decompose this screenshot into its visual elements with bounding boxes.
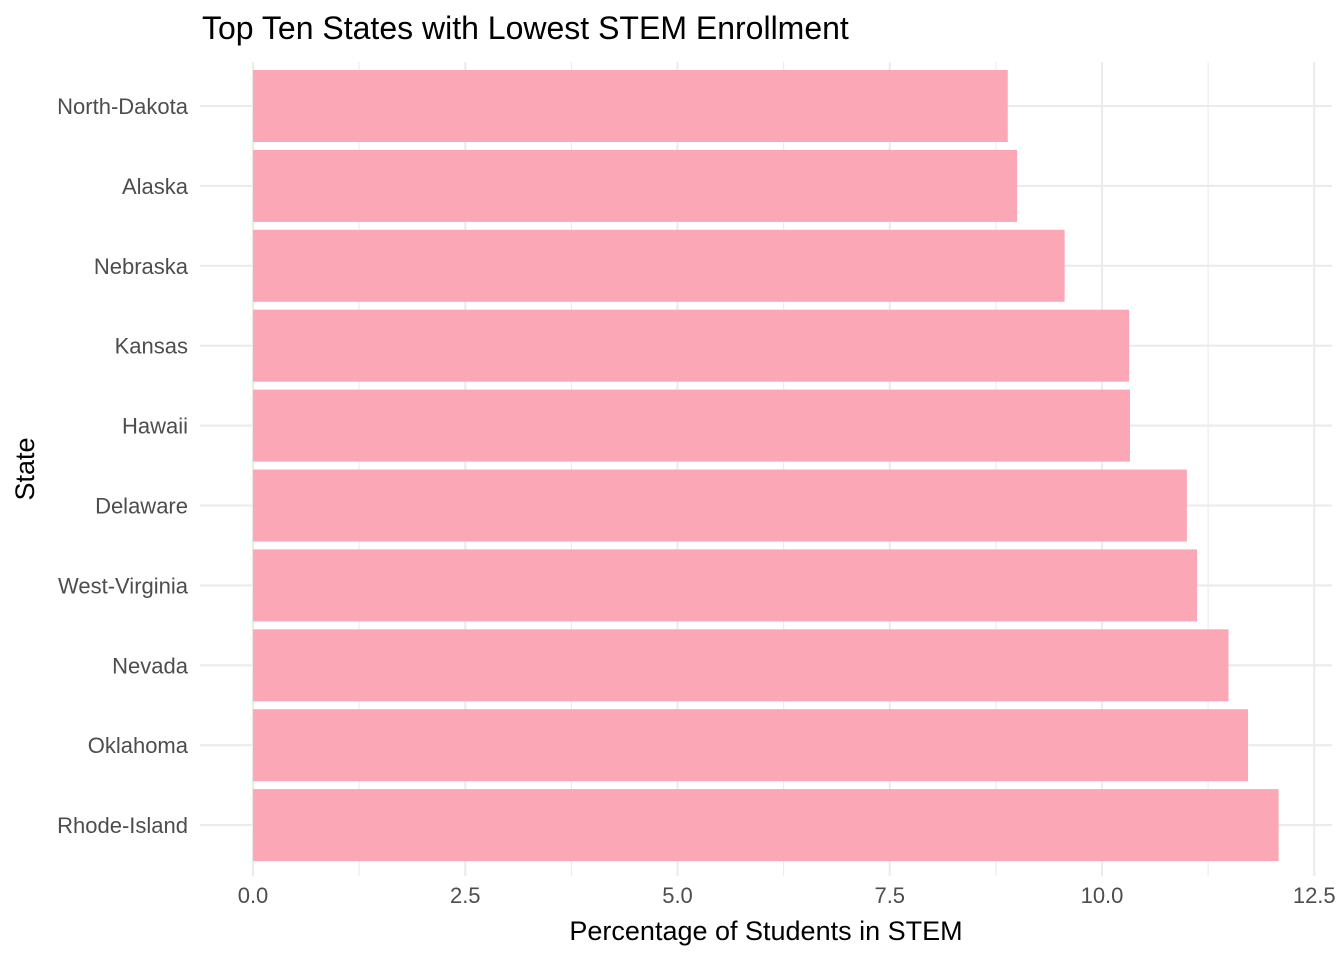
y-tick-label: Alaska (122, 174, 189, 199)
y-tick-labels: Rhode-Island Oklahoma Nevada West-Virginia D… (57, 94, 189, 838)
bar-hawaii (253, 389, 1131, 462)
y-tick-label: West-Virginia (58, 573, 189, 598)
y-tick-label: Rhode-Island (57, 813, 188, 838)
bar-alaska (253, 149, 1018, 222)
bar-west-virginia (253, 549, 1198, 622)
bar-rhode-island (253, 789, 1279, 862)
y-tick-label: North-Dakota (57, 94, 189, 119)
y-tick-label: Oklahoma (88, 733, 189, 758)
bar-nevada (253, 629, 1229, 702)
x-tick-label: 10.0 (1081, 883, 1124, 908)
bar-delaware (253, 469, 1187, 542)
bar-nebraska (253, 229, 1065, 302)
y-tick-label: Nevada (112, 653, 189, 678)
y-tick-label: Delaware (95, 494, 188, 519)
x-tick-label: 12.5 (1293, 883, 1336, 908)
bar-north-dakota (253, 70, 1008, 142)
x-tick-label: 7.5 (874, 883, 905, 908)
bar-kansas (253, 309, 1130, 382)
x-tick-label: 0.0 (238, 883, 269, 908)
x-tick-label: 2.5 (450, 883, 481, 908)
bars (253, 70, 1279, 862)
bar-oklahoma (253, 709, 1249, 782)
x-tick-labels: 0.0 2.5 5.0 7.5 10.0 12.5 (238, 883, 1336, 908)
y-axis-title: State (10, 437, 40, 500)
y-tick-label: Hawaii (122, 414, 188, 439)
chart-title: Top Ten States with Lowest STEM Enrollme… (202, 10, 849, 46)
y-tick-label: Nebraska (94, 254, 189, 279)
x-axis-title: Percentage of Students in STEM (569, 916, 962, 946)
x-tick-label: 5.0 (662, 883, 693, 908)
y-tick-label: Kansas (115, 334, 188, 359)
